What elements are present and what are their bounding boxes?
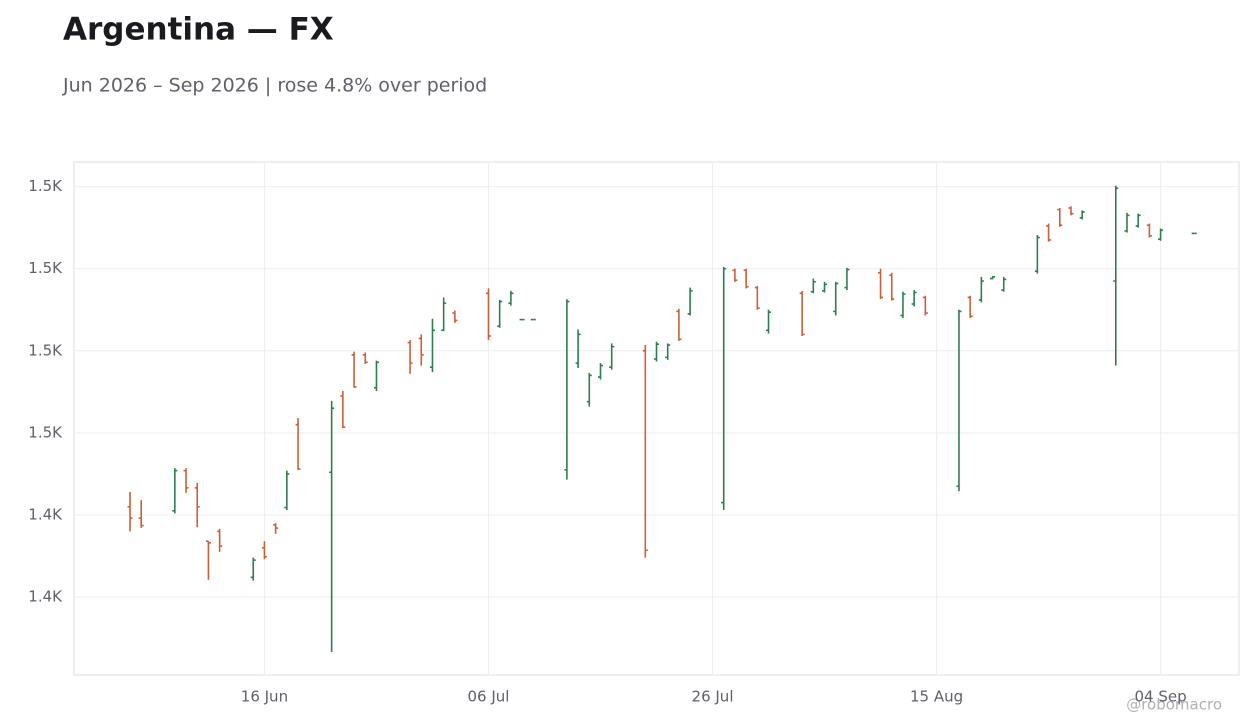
- x-tick-label: 16 Jun: [241, 688, 288, 706]
- chart-title: Argentina — FX: [63, 12, 334, 48]
- plot-frame: [73, 161, 1240, 676]
- x-tick-label: 15 Aug: [910, 688, 963, 706]
- y-tick-label: 1.5K: [28, 177, 63, 195]
- watermark: @robomacro: [1126, 696, 1222, 714]
- y-tick-label: 1.5K: [28, 341, 63, 359]
- chart-subtitle: Jun 2026 – Sep 2026 | rose 4.8% over per…: [62, 75, 487, 97]
- x-tick-label: 04 Sep: [1135, 688, 1187, 706]
- x-tick-label: 26 Jul: [692, 688, 734, 706]
- y-tick-label: 1.5K: [28, 259, 63, 277]
- y-tick-label: 1.4K: [28, 588, 63, 606]
- y-tick-label: 1.4K: [28, 505, 63, 523]
- y-tick-label: 1.5K: [28, 423, 63, 441]
- x-tick-label: 06 Jul: [467, 688, 509, 706]
